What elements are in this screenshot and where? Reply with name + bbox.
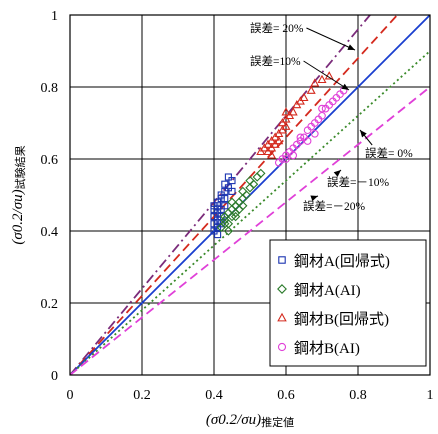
x-tick-label: 0.2 bbox=[133, 388, 151, 403]
x-axis-label-sub: 推定値 bbox=[261, 415, 294, 429]
point-diamond bbox=[256, 168, 266, 179]
data-points bbox=[210, 71, 348, 239]
point-square bbox=[214, 223, 222, 231]
point-triangle bbox=[317, 74, 327, 84]
annotation-arrow bbox=[306, 27, 356, 51]
reference-line-label: 誤差=－10% bbox=[327, 175, 389, 189]
point-diamond bbox=[223, 226, 234, 236]
point-diamond bbox=[277, 284, 287, 294]
point-triangle bbox=[310, 78, 320, 87]
point-circle bbox=[303, 137, 312, 145]
arrow-head bbox=[360, 130, 367, 138]
point-triangle bbox=[274, 135, 284, 145]
legend-entry: 鋼材B(回帰式) bbox=[294, 310, 389, 328]
reference-line-label: 誤差= 20% bbox=[250, 21, 304, 35]
annotations: 誤差= 20% 誤差=10% 誤差= 0% 誤差=－10% 誤差=－20% bbox=[250, 21, 413, 213]
point-square bbox=[210, 220, 218, 228]
reference-line-label: 誤差= 0% bbox=[365, 146, 413, 160]
y-tick-label: 0.4 bbox=[41, 225, 59, 240]
reference-line bbox=[70, 15, 398, 375]
arrow-head bbox=[341, 83, 349, 90]
point-triangle bbox=[277, 312, 287, 322]
point-triangle bbox=[288, 107, 298, 116]
point-square bbox=[217, 195, 225, 203]
point-circle bbox=[282, 155, 290, 163]
reference-line bbox=[70, 50, 430, 375]
y-axis-label-sub: 試験結果 bbox=[13, 145, 27, 189]
point-triangle bbox=[281, 121, 291, 130]
point-circle bbox=[277, 342, 287, 352]
y-axis-label-main: (σ0.2/σu) bbox=[10, 189, 26, 244]
y-tick-label: 0 bbox=[51, 369, 58, 384]
point-triangle bbox=[306, 85, 316, 94]
point-square bbox=[224, 173, 232, 181]
point-circle bbox=[296, 133, 305, 142]
legend-entry: 鋼材A(AI) bbox=[294, 282, 361, 299]
reference-line bbox=[70, 15, 371, 375]
point-triangle bbox=[324, 71, 334, 80]
x-tick-label: 0.8 bbox=[349, 388, 367, 403]
point-square bbox=[217, 205, 225, 213]
point-circle bbox=[310, 129, 319, 138]
point-square bbox=[214, 209, 222, 217]
point-diamond bbox=[248, 179, 259, 189]
point-square bbox=[221, 180, 229, 188]
annotation-arrow bbox=[303, 60, 350, 91]
point-diamond bbox=[241, 190, 252, 200]
point-diamond bbox=[230, 211, 241, 222]
legend-box bbox=[269, 239, 427, 367]
point-circle bbox=[318, 104, 326, 113]
point-triangle bbox=[267, 150, 277, 159]
point-triangle bbox=[299, 92, 309, 102]
point-circle bbox=[318, 111, 326, 120]
x-axis-label: (σ0.2/σu)推定値 bbox=[206, 412, 294, 429]
point-square bbox=[214, 198, 222, 206]
plot-frame bbox=[69, 14, 431, 376]
point-square bbox=[221, 187, 229, 195]
point-square bbox=[278, 256, 286, 264]
x-axis-label-main: (σ0.2/σu) bbox=[206, 412, 261, 428]
point-square bbox=[221, 195, 229, 203]
y-axis-label: (σ0.2/σu)試験結果 bbox=[10, 145, 27, 244]
point-square bbox=[228, 187, 236, 195]
point-square bbox=[214, 202, 222, 210]
tick-labels: 0 0.2 0.4 0.6 0.8 1 0 0.2 0.4 0.6 0.8 1 bbox=[41, 9, 434, 403]
point-square bbox=[224, 184, 232, 192]
reference-line-label: 誤差=－20% bbox=[303, 199, 365, 213]
x-tick-label: 1 bbox=[427, 388, 434, 403]
y-tick-label: 0.2 bbox=[41, 297, 59, 312]
reference-line bbox=[70, 86, 430, 375]
y-tick-label: 1 bbox=[51, 9, 58, 24]
point-square bbox=[217, 191, 225, 199]
point-square bbox=[210, 202, 218, 210]
reference-line-label: 誤差=10% bbox=[250, 54, 301, 68]
point-square bbox=[221, 202, 229, 210]
x-tick-label: 0.6 bbox=[277, 388, 295, 403]
arrow-head bbox=[347, 44, 355, 50]
point-square bbox=[214, 231, 222, 239]
point-square bbox=[210, 205, 218, 213]
point-square bbox=[210, 213, 218, 221]
arrow-head bbox=[310, 195, 318, 202]
legend: 鋼材A(回帰式) 鋼材A(AI) 鋼材B(回帰式) 鋼材B(AI) bbox=[269, 239, 427, 367]
point-diamond bbox=[238, 201, 248, 211]
legend-entry: 鋼材A(回帰式) bbox=[294, 252, 390, 270]
y-tick-label: 0.6 bbox=[41, 153, 59, 168]
point-square bbox=[210, 227, 218, 235]
y-tick-label: 0.8 bbox=[41, 81, 59, 96]
point-diamond bbox=[220, 219, 230, 229]
x-tick-label: 0.4 bbox=[205, 388, 223, 403]
point-triangle bbox=[281, 107, 291, 116]
legend-entry: 鋼材B(AI) bbox=[294, 340, 360, 357]
point-circle bbox=[289, 151, 298, 160]
x-tick-label: 0 bbox=[67, 388, 74, 403]
arrow-head bbox=[333, 170, 341, 177]
point-square bbox=[228, 177, 236, 185]
